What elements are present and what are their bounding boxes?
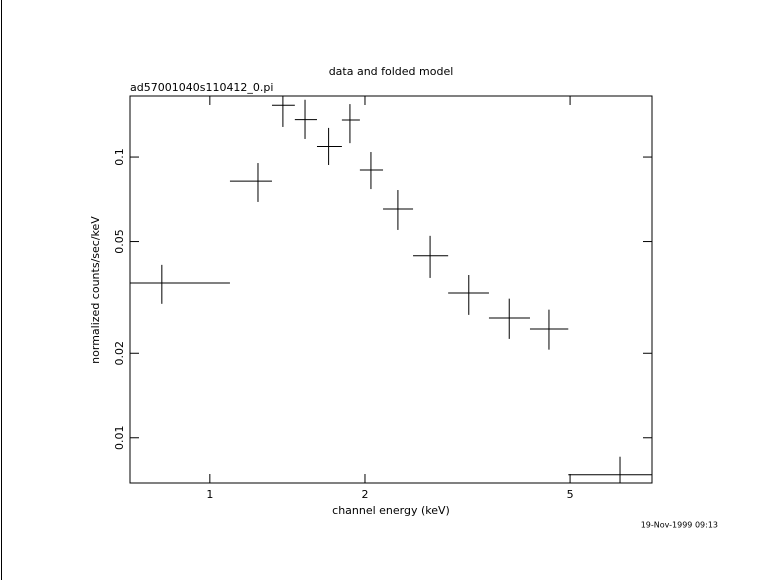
y-tick-label: 0.01 bbox=[113, 426, 126, 451]
chart-subtitle: ad57001040s110412_0.pi bbox=[130, 81, 273, 94]
x-tick-label: 5 bbox=[567, 488, 574, 501]
plot-frame bbox=[129, 95, 653, 484]
x-tick-label: 2 bbox=[361, 488, 368, 501]
y-axis-label: normalized counts/sec/keV bbox=[89, 216, 102, 364]
chart-title: data and folded model bbox=[329, 65, 454, 78]
plot-area bbox=[130, 96, 652, 483]
x-tick-label: 1 bbox=[206, 488, 213, 501]
y-tick-label: 0.02 bbox=[113, 341, 126, 366]
y-tick-label: 0.1 bbox=[113, 148, 126, 166]
timestamp: 19-Nov-1999 09:13 bbox=[641, 521, 718, 530]
y-tick-label: 0.05 bbox=[113, 229, 126, 254]
x-axis-label: channel energy (keV) bbox=[332, 504, 450, 517]
